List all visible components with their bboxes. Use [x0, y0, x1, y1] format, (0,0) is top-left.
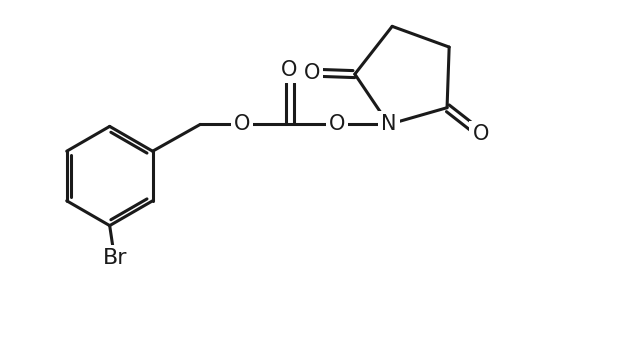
Text: N: N: [381, 114, 397, 134]
Text: O: O: [472, 124, 489, 144]
Text: O: O: [234, 114, 250, 134]
Text: O: O: [282, 60, 298, 80]
Text: Br: Br: [102, 249, 127, 268]
Text: O: O: [304, 62, 320, 82]
Text: O: O: [329, 114, 346, 134]
